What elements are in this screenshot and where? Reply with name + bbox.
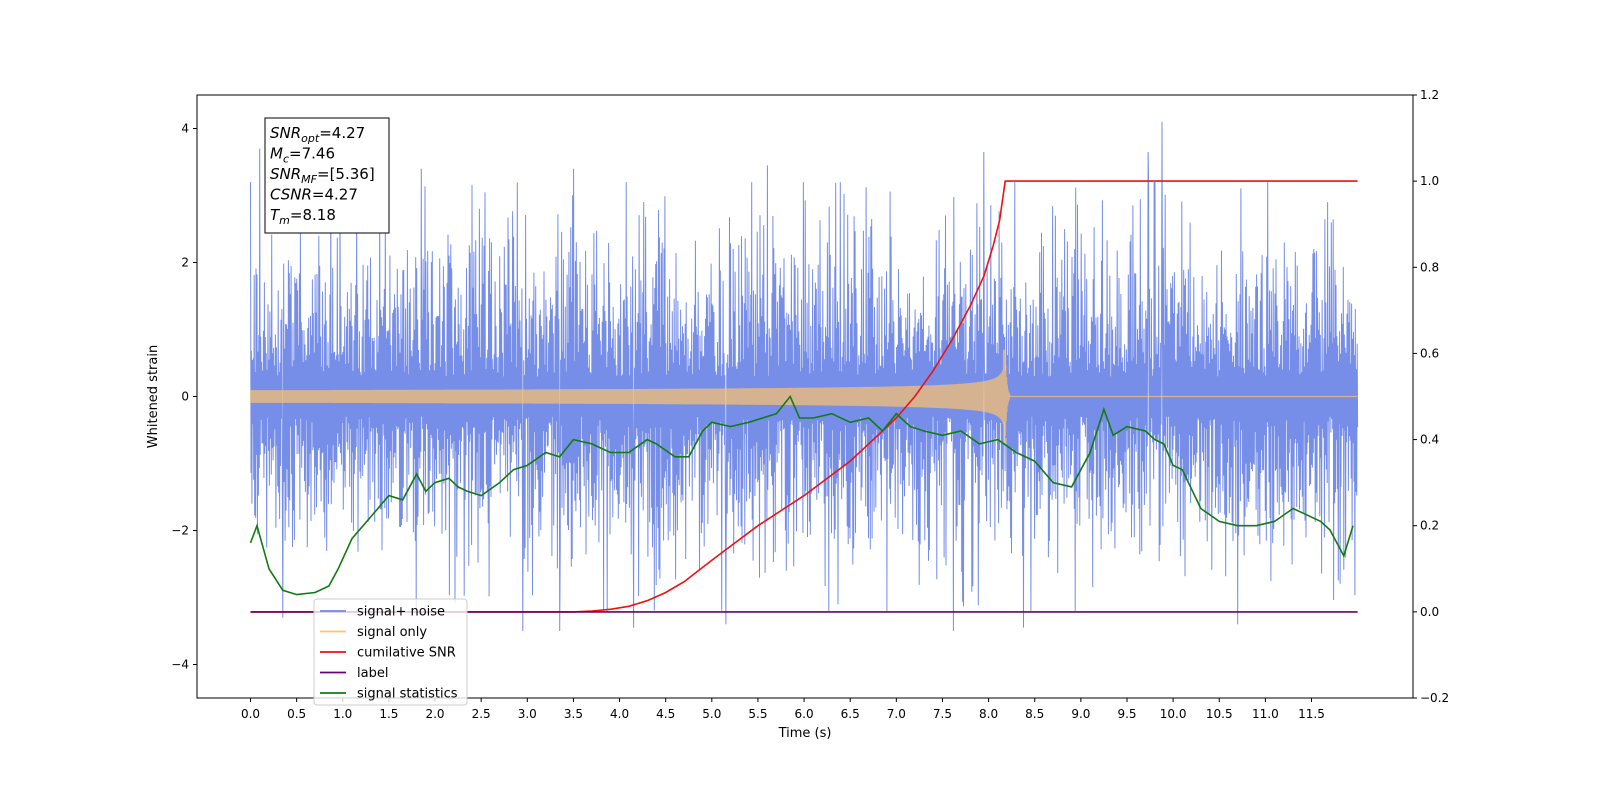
x-tick-label: 6.5	[841, 707, 860, 721]
series-cumulative-snr-line	[250, 180, 1358, 613]
x-tick-label: 8.5	[1025, 707, 1044, 721]
legend-label: signal only	[357, 625, 427, 640]
legend: signal+ noise signal only cumilative SNR la…	[313, 598, 468, 706]
y-tick-label: 4	[181, 122, 189, 136]
x-tick-label: 1.0	[333, 707, 352, 721]
x-tick-label: 9.0	[1071, 707, 1090, 721]
x-tick-label: 6.0	[795, 707, 814, 721]
x-axis-ticks: 0.0 0.5 1.0 1.5 2.0 2.5 3.0 3.5 4.0 4.5 5.0 5.5 6.0 6…	[241, 698, 1325, 721]
x-tick-label: 5.0	[702, 707, 721, 721]
info-box-frame	[264, 117, 390, 234]
x-tick-label: 1.5	[379, 707, 398, 721]
y-tick-label: 0	[181, 390, 189, 404]
x-tick-label: 2.0	[425, 707, 444, 721]
y2-tick-label: 1.2	[1420, 88, 1439, 102]
x-tick-label: 2.5	[472, 707, 491, 721]
x-tick-label: 0.5	[287, 707, 306, 721]
y-axis-right-ticks: −0.2 0.0 0.2 0.4 0.6 0.8 1.0 1.2	[1413, 88, 1449, 705]
x-axis-title: Time (s)	[778, 726, 832, 741]
x-tick-label: 11.0	[1252, 707, 1279, 721]
y2-tick-label: 0.6	[1420, 346, 1439, 360]
y2-tick-label: 0.4	[1420, 433, 1439, 447]
y-tick-label: −2	[171, 524, 189, 538]
y2-tick-label: 0.8	[1420, 260, 1439, 274]
x-tick-label: 4.5	[656, 707, 675, 721]
y-axis-title: Whitened strain	[146, 345, 161, 448]
y2-tick-label: 0.2	[1420, 519, 1439, 533]
legend-label: cumilative SNR	[357, 646, 456, 661]
x-tick-label: 10.5	[1206, 707, 1233, 721]
y2-tick-label: −0.2	[1420, 691, 1449, 705]
x-tick-label: 0.0	[241, 707, 260, 721]
series-signal-statistics-line	[249, 394, 1354, 596]
x-tick-label: 4.0	[610, 707, 629, 721]
x-tick-label: 7.5	[933, 707, 952, 721]
legend-label: signal+ noise	[357, 605, 445, 620]
y2-tick-label: 0.0	[1420, 605, 1439, 619]
info-box-line: SNRMF=[5.36]	[270, 165, 375, 186]
x-tick-label: 3.5	[564, 707, 583, 721]
info-box-line: SNRopt=4.27	[270, 124, 365, 145]
y2-tick-label: 1.0	[1420, 174, 1439, 188]
info-box-line: Tm=8.18	[270, 206, 336, 227]
x-tick-label: 7.0	[887, 707, 906, 721]
y-tick-label: −4	[171, 658, 189, 672]
series-signal-only-line	[249, 349, 1358, 444]
chart-series-layer	[249, 121, 1359, 632]
x-tick-label: 10.0	[1160, 707, 1187, 721]
y-tick-label: 2	[181, 256, 189, 270]
info-box-line: Mc=7.46	[270, 145, 335, 166]
x-tick-label: 5.5	[748, 707, 767, 721]
x-tick-label: 8.0	[979, 707, 998, 721]
info-box-line: CSNR=4.27	[270, 186, 358, 204]
x-tick-label: 3.0	[518, 707, 537, 721]
x-tick-label: 11.5	[1298, 707, 1325, 721]
y-axis-left-ticks: −4 −2 0 2 4	[171, 122, 197, 672]
series-signal-noise-line	[250, 121, 1359, 632]
legend-frame	[313, 598, 468, 706]
legend-label: signal statistics	[357, 687, 458, 702]
x-tick-label: 9.5	[1117, 707, 1136, 721]
legend-label: label	[357, 666, 388, 681]
